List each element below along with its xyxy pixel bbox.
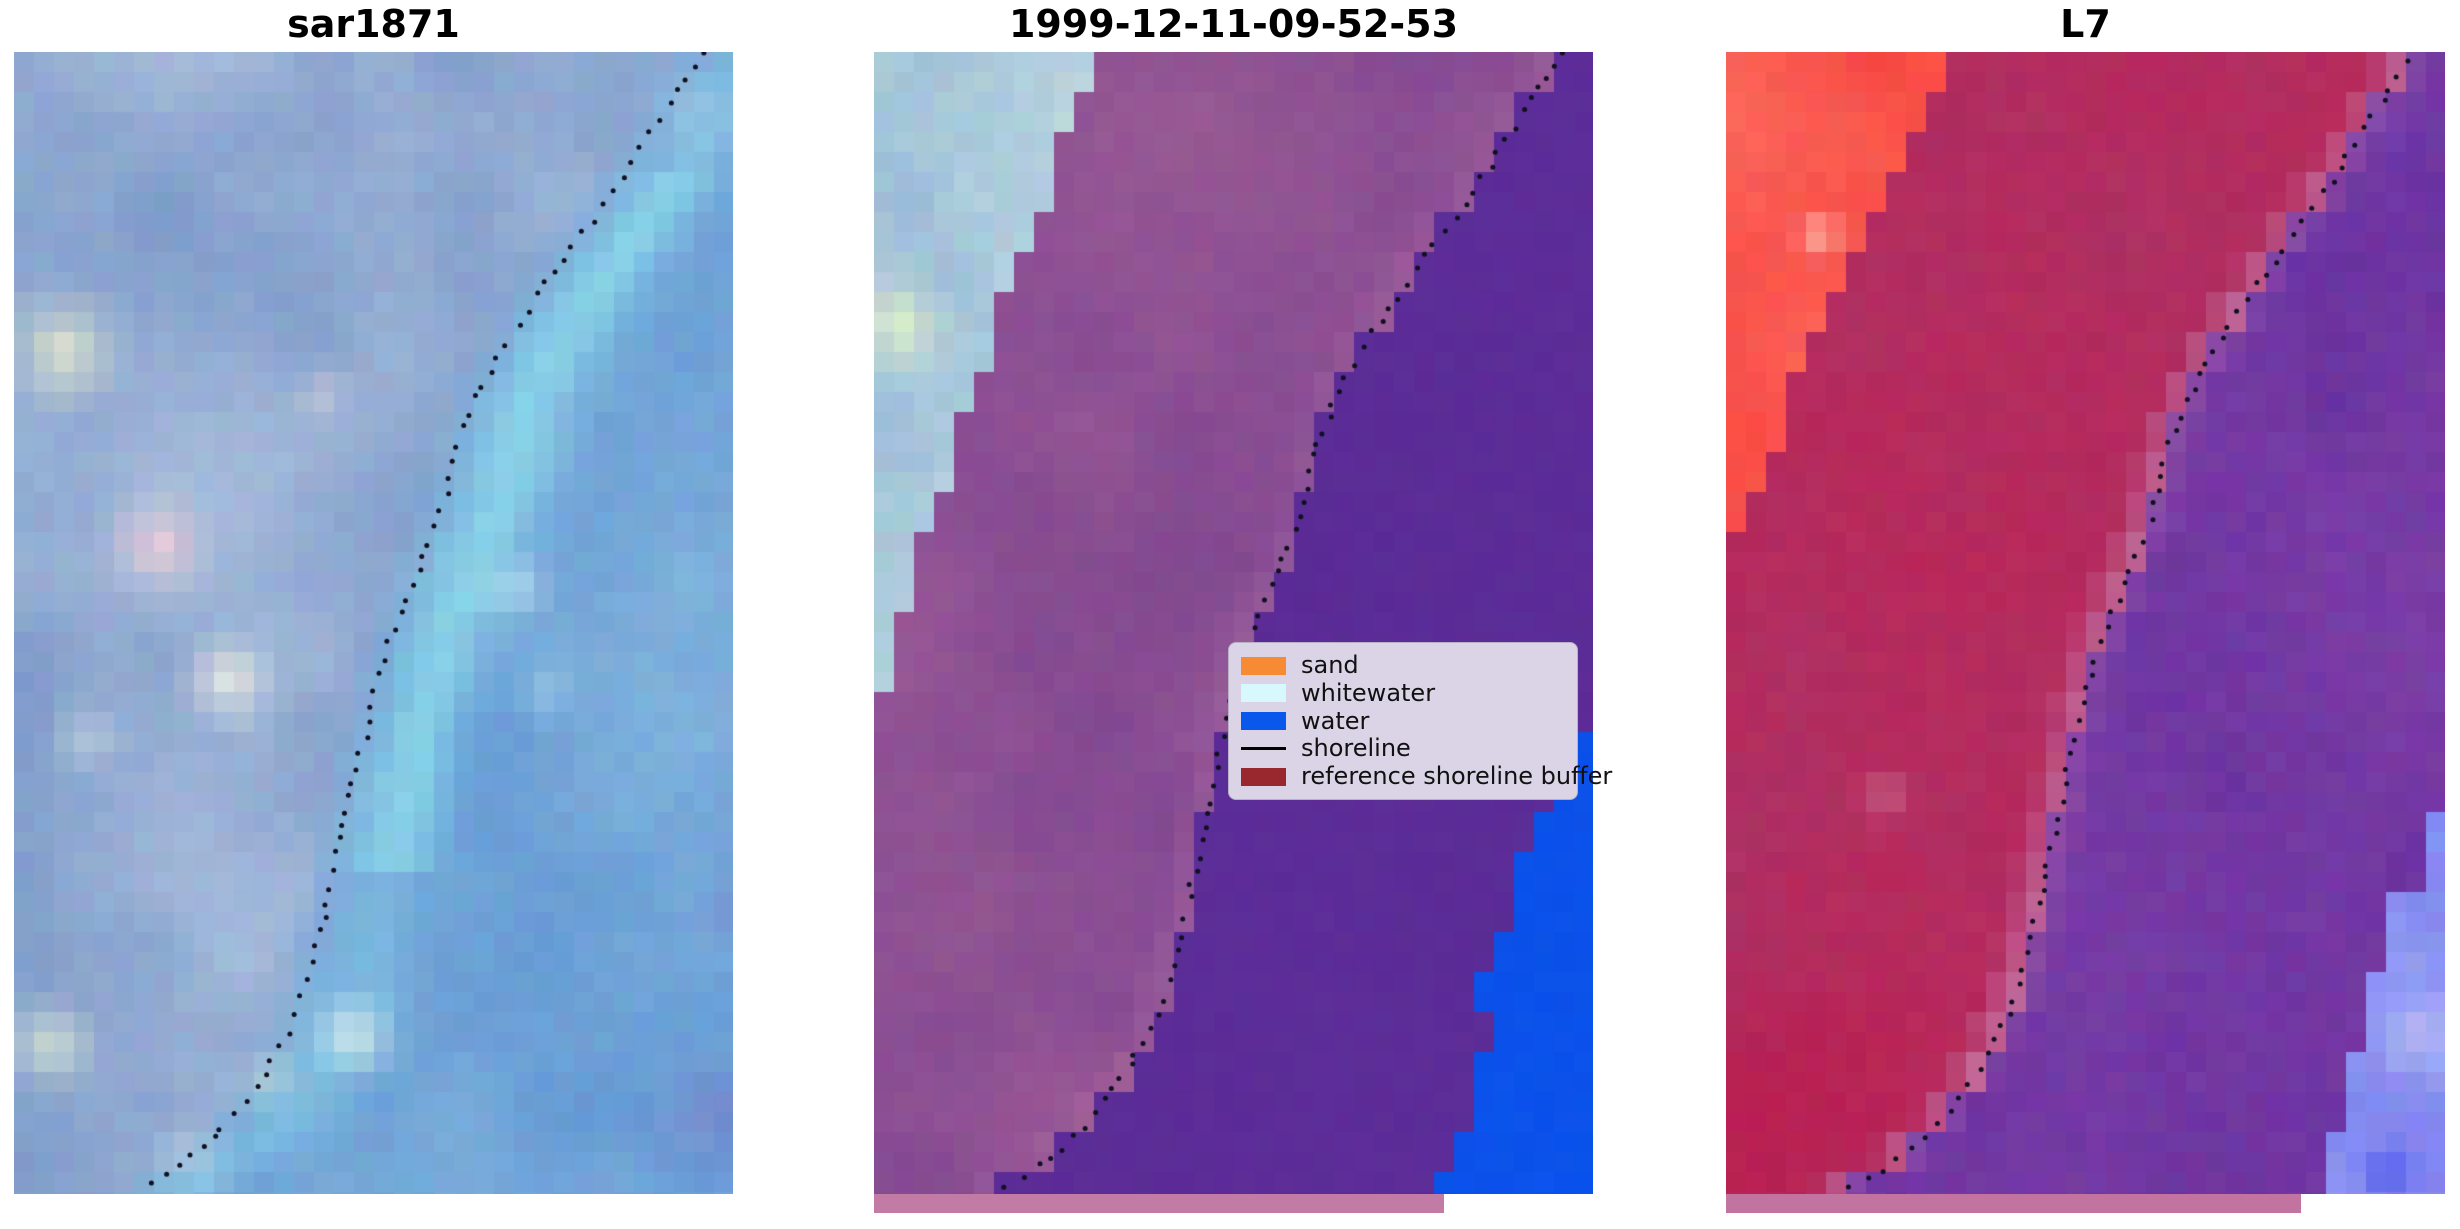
legend-color-swatch [1241, 767, 1286, 786]
legend-entry-reference-shoreline-buffer: reference shoreline buffer [1241, 763, 1612, 790]
legend-label: whitewater [1301, 678, 1436, 707]
sar-image [14, 52, 733, 1194]
classified-image [874, 52, 1593, 1194]
legend-label: sand [1301, 651, 1359, 679]
l7-image [1726, 52, 2445, 1194]
legend-color-swatch [1241, 656, 1286, 675]
panel-title-l7: L7 [2060, 2, 2111, 46]
legend-label: water [1301, 706, 1370, 735]
panel-classified: 1999-12-11-09-52-53 [874, 0, 1593, 1229]
panel-title-classified: 1999-12-11-09-52-53 [1008, 2, 1459, 46]
legend-box: sand whitewater water shoreline reference sh… [1228, 642, 1612, 800]
panel-l7: L7 [1726, 0, 2445, 1229]
legend-color-swatch [1241, 712, 1286, 730]
legend-entry-shoreline: shoreline [1241, 735, 1565, 762]
legend-entry-whitewater: whitewater [1241, 678, 1565, 707]
legend-label: reference shoreline buffer [1301, 762, 1613, 790]
mosaic-edge-strip [874, 1194, 1444, 1213]
legend-color-swatch [1241, 684, 1286, 703]
mosaic-edge-strip [1726, 1194, 2301, 1213]
legend-entry-sand: sand [1241, 652, 1565, 679]
legend-label: shoreline [1301, 734, 1411, 763]
legend-entry-water: water [1241, 706, 1565, 735]
shoreline-line [1241, 747, 1286, 751]
panel-title-sar1871: sar1871 [287, 2, 460, 46]
shoreline-line-swatch [1241, 740, 1286, 758]
panel-sar1871: sar1871 [14, 0, 733, 1229]
